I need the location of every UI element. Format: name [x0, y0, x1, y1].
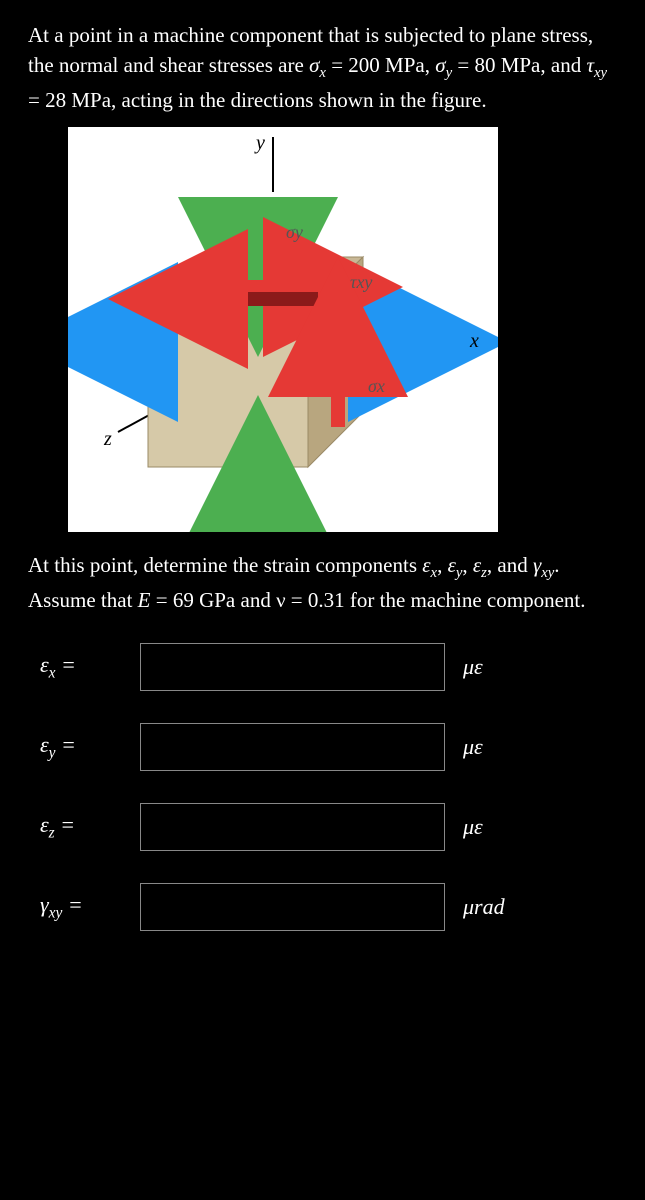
- sym: ε: [40, 732, 49, 757]
- sym: ε: [40, 652, 49, 677]
- answer-row-eps-x: εx = με: [28, 643, 617, 691]
- sigma-y-symbol: σ: [435, 53, 445, 77]
- eps-x: ε: [422, 553, 430, 577]
- tau-xy-label: τxy: [350, 269, 372, 295]
- answer-row-eps-z: εz = με: [28, 803, 617, 851]
- answer-label-eps-z: εz =: [40, 809, 140, 845]
- answer-label-gamma-xy: γxy =: [40, 889, 140, 925]
- problem-paragraph-1: At a point in a machine component that i…: [28, 20, 617, 115]
- c2: ,: [462, 553, 473, 577]
- tau-sub: xy: [594, 66, 607, 82]
- eq2: = 80 MPa, and: [452, 53, 586, 77]
- axis-y-label: y: [256, 129, 265, 158]
- sub: x: [49, 665, 56, 682]
- answer-row-eps-y: εy = με: [28, 723, 617, 771]
- answer-unit-eps-y: με: [463, 731, 483, 763]
- c3: , and: [487, 553, 533, 577]
- eq: =: [56, 652, 76, 677]
- cube-svg: [68, 127, 498, 532]
- sub: y: [49, 745, 56, 762]
- answer-unit-eps-z: με: [463, 811, 483, 843]
- sigma-x-symbol: σ: [309, 53, 319, 77]
- answer-label-eps-x: εx =: [40, 649, 140, 685]
- eq: =: [56, 732, 76, 757]
- eps-z: ε: [473, 553, 481, 577]
- c1: ,: [437, 553, 448, 577]
- eq3: = 28 MPa, acting in the directions shown…: [28, 88, 487, 112]
- answer-unit-gamma-xy: μrad: [463, 891, 505, 923]
- problem-paragraph-2: At this point, determine the strain comp…: [28, 550, 617, 615]
- E-sym: E: [138, 588, 151, 612]
- eq: =: [62, 892, 82, 917]
- E-val: = 69 GPa and ν = 0.31 for the machine co…: [150, 588, 585, 612]
- answer-input-gamma-xy[interactable]: [140, 883, 445, 931]
- answer-row-gamma-xy: γxy = μrad: [28, 883, 617, 931]
- answer-label-eps-y: εy =: [40, 729, 140, 765]
- p2-a: At this point, determine the strain comp…: [28, 553, 422, 577]
- eq1: = 200 MPa,: [326, 53, 435, 77]
- sigma-y-label: σy: [286, 219, 303, 245]
- answer-input-eps-z[interactable]: [140, 803, 445, 851]
- eq: =: [55, 812, 75, 837]
- sym: ε: [40, 812, 49, 837]
- sigma-x-label: σx: [368, 373, 385, 399]
- sub: xy: [49, 905, 63, 922]
- stress-cube-figure: y x z σy σx τxy: [68, 127, 498, 532]
- answer-input-eps-x[interactable]: [140, 643, 445, 691]
- axis-z-label: z: [104, 425, 112, 454]
- eps-y: ε: [448, 553, 456, 577]
- answer-input-eps-y[interactable]: [140, 723, 445, 771]
- axis-x-label: x: [470, 327, 479, 356]
- sym: γ: [40, 892, 49, 917]
- gam-sub: xy: [541, 566, 554, 582]
- tau-symbol: τ: [586, 53, 594, 77]
- gam: γ: [533, 553, 541, 577]
- answer-unit-eps-x: με: [463, 651, 483, 683]
